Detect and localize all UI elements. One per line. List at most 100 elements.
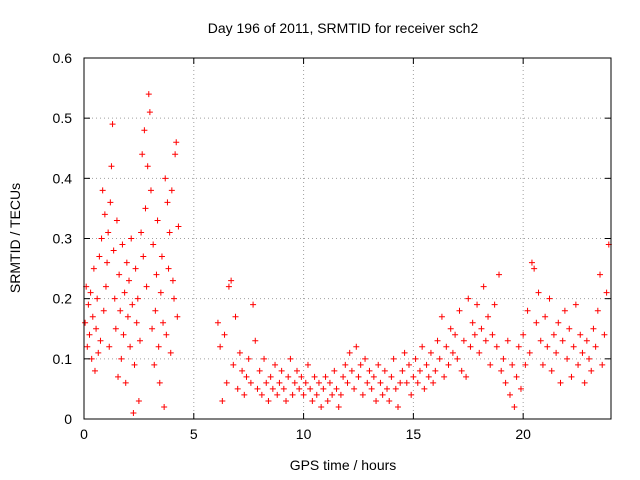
data-point [168,187,175,194]
data-point [359,391,366,398]
data-point [230,361,237,368]
data-point [256,367,263,374]
data-point [520,331,527,338]
data-point [289,391,296,398]
data-point [581,379,588,386]
data-point [245,355,252,362]
data-point [355,373,362,380]
data-point [469,319,476,326]
data-point [557,379,564,386]
data-point [500,355,507,362]
data-point [577,331,584,338]
data-point [399,367,406,374]
data-point [603,289,610,296]
y-tick-label: 0.3 [53,231,73,247]
data-point [362,355,369,362]
data-point [592,343,599,350]
data-point [99,187,106,194]
data-point [123,259,130,266]
data-point [454,355,461,362]
x-tick-label: 15 [406,426,422,442]
data-point [546,295,553,302]
data-point [225,283,232,290]
data-point [559,337,566,344]
data-points [82,91,612,416]
data-point [430,379,437,386]
data-point [524,307,531,314]
x-tick-label: 5 [190,426,198,442]
data-point [171,295,178,302]
data-point [127,343,134,350]
data-point [434,337,441,344]
data-point [329,391,336,398]
data-point [548,367,555,374]
data-point [313,391,320,398]
data-point [392,385,399,392]
data-point [111,295,118,302]
data-point [100,307,107,314]
data-point [502,379,509,386]
data-point [307,385,314,392]
data-point [384,385,391,392]
data-point [250,301,257,308]
data-point [375,361,382,368]
data-point [594,307,601,314]
data-point [302,379,309,386]
data-point [463,373,470,380]
data-point [570,343,577,350]
data-point [474,301,481,308]
data-point [423,361,430,368]
data-point [90,265,97,272]
data-point [138,229,145,236]
data-point [493,343,500,350]
data-point [296,385,303,392]
data-point [445,361,452,368]
data-point [172,151,179,158]
data-point [141,127,148,134]
data-point [344,379,351,386]
data-point [272,361,279,368]
data-point [223,379,230,386]
x-tick-label: 0 [80,426,88,442]
data-point [544,343,551,350]
data-point [531,265,538,272]
data-point [107,199,114,206]
data-point [553,349,560,356]
data-point [515,343,522,350]
data-point [408,391,415,398]
data-point [117,307,124,314]
data-point [452,331,459,338]
data-point [438,313,445,320]
data-point [379,391,386,398]
data-point [561,307,568,314]
data-point [142,205,149,212]
data-point [568,373,575,380]
data-point [601,331,608,338]
data-point [91,367,98,374]
data-point [460,337,467,344]
data-point [166,229,173,236]
data-point [263,379,270,386]
data-point [401,349,408,356]
data-point [169,277,176,284]
data-point [84,343,91,350]
data-point [390,355,397,362]
data-point [293,367,300,374]
data-point [311,373,318,380]
data-point [214,319,221,326]
data-point [280,385,287,392]
data-point [261,355,268,362]
data-point [517,385,524,392]
data-point [236,349,243,356]
data-point [597,271,604,278]
data-point [496,271,503,278]
data-point [120,331,127,338]
data-point [309,397,316,404]
data-point [590,325,597,332]
data-point [342,361,349,368]
data-point [364,379,371,386]
data-point [239,367,246,374]
data-point [443,343,450,350]
data-point [115,373,122,380]
